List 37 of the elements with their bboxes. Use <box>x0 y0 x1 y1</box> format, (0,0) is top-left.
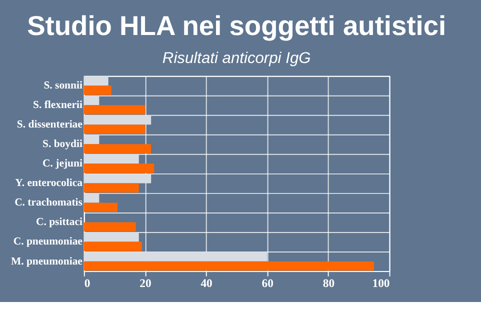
y-tick-label: S. dissenteriae <box>16 118 83 131</box>
chart-subtitle: Risultati anticorpi IgG <box>162 50 311 68</box>
x-tick-label: 80 <box>322 277 335 290</box>
y-tick-label: C. trachomatis <box>14 196 82 209</box>
bar <box>84 164 154 173</box>
y-tick-label: S. sonnii <box>44 79 82 92</box>
bar <box>84 252 268 262</box>
bar <box>84 222 136 232</box>
y-tick-label: S. flexnerii <box>33 99 82 112</box>
bar <box>84 202 118 212</box>
bar <box>84 174 152 184</box>
x-tick-label: 20 <box>140 277 152 290</box>
y-tick-label: C. pneumoniae <box>13 236 83 248</box>
bar <box>84 242 142 252</box>
bar <box>84 144 152 154</box>
bar <box>84 86 112 95</box>
bar <box>84 183 139 192</box>
x-tick-label: 100 <box>372 277 390 290</box>
y-tick-label: Y. enterocolica <box>15 177 84 190</box>
chart-title: Studio HLA nei soggetti autistici <box>27 10 446 41</box>
bar <box>84 76 108 86</box>
x-tick-label: 40 <box>200 277 213 290</box>
bar <box>84 261 374 271</box>
y-tick-label: C. psittaci <box>36 216 82 228</box>
y-tick-label: C. jejuni <box>42 158 82 170</box>
bar <box>84 124 145 134</box>
bar <box>84 134 100 144</box>
bar <box>84 154 139 164</box>
y-tick-label: M. pneumoniae <box>10 255 83 268</box>
x-tick-label: 0 <box>84 277 90 290</box>
y-tick-label: S. boydii <box>42 138 82 150</box>
bar <box>84 105 145 114</box>
bar <box>84 115 152 125</box>
bar <box>84 193 100 203</box>
bar <box>84 96 100 106</box>
bar <box>84 232 139 242</box>
x-tick-label: 60 <box>262 277 274 290</box>
